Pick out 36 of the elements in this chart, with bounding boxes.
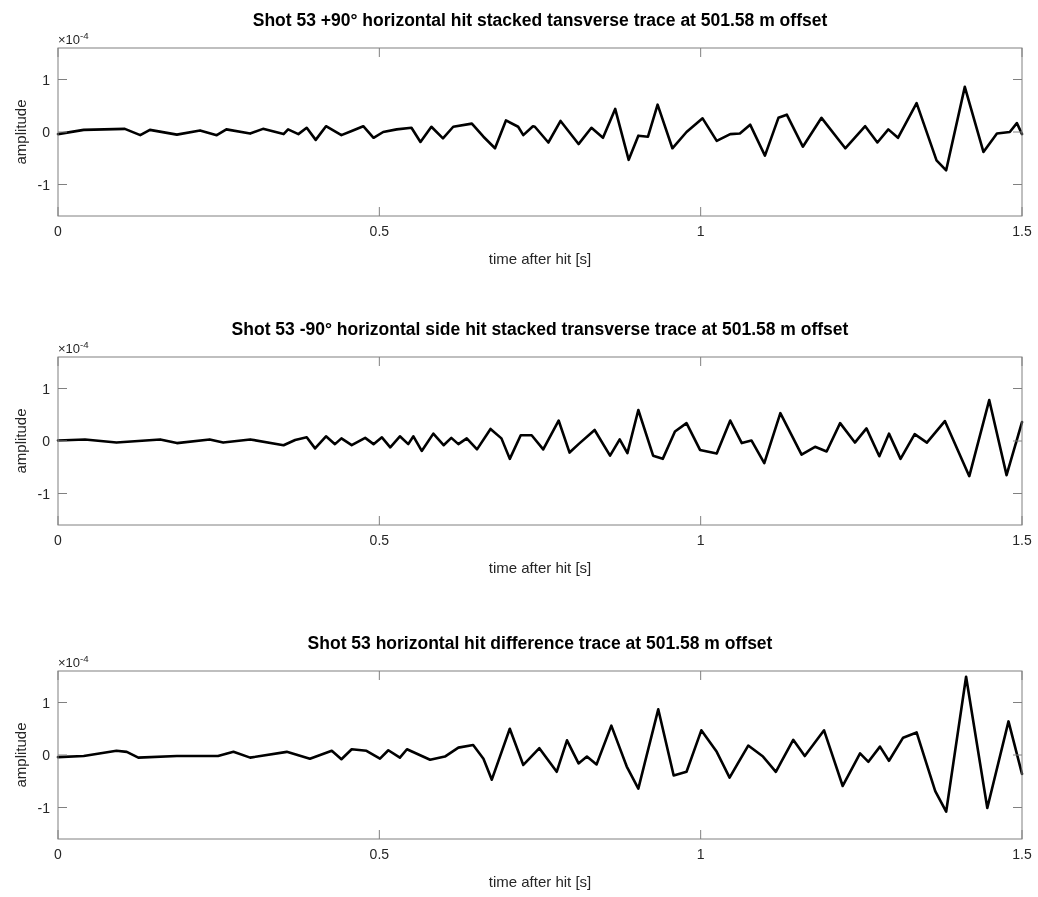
- line-series: [56, 675, 1024, 813]
- x-tick-label: 1: [696, 846, 705, 862]
- y-axis-title: amplitude: [12, 99, 29, 165]
- line-series: [56, 85, 1024, 172]
- x-tick-label: 0: [54, 532, 63, 548]
- line-series: [56, 398, 1024, 478]
- x-tick-label: 1: [696, 532, 705, 548]
- x-tick-label: 0.5: [369, 223, 390, 239]
- y-tick-label: 1: [42, 71, 51, 88]
- y-tick-label: 0: [42, 124, 51, 140]
- x-tick-label: 0.5: [369, 532, 390, 548]
- y-axis-title: amplitude: [12, 408, 29, 474]
- x-tick-label: 1: [696, 223, 705, 239]
- x-axis-title: time after hit [s]: [488, 559, 592, 576]
- chart-title: Shot 53 -90° horizontal side hit stacked transverse trace at 501.58 m offset: [231, 319, 849, 339]
- y-tick-label: -1: [37, 176, 51, 193]
- y-tick-label: 1: [42, 694, 51, 711]
- text: ×10$^{-4}$: [58, 652, 90, 670]
- x-tick-label: 0: [54, 223, 63, 239]
- x-tick-label: 0.5: [369, 846, 390, 862]
- x-tick-label: 1.5: [1012, 846, 1032, 862]
- y-axis-title: amplitude: [12, 722, 29, 788]
- x-axis-title: time after hit [s]: [488, 873, 592, 890]
- y-tick-label: 0: [42, 747, 51, 763]
- chart-title: Shot 53 +90° horizontal hit stacked tansverse trace at 501.58 m offset: [252, 10, 828, 30]
- x-tick-label: 0: [54, 846, 63, 862]
- text: ×10$^{-4}$: [58, 338, 90, 356]
- y-tick-label: -1: [37, 799, 51, 816]
- chart-title: Shot 53 horizontal hit difference trace at 501.58 m offset: [307, 633, 773, 653]
- text: ×10$^{-4}$: [58, 29, 90, 47]
- y-tick-label: 0: [42, 433, 51, 449]
- x-tick-label: 1.5: [1012, 532, 1032, 548]
- x-axis-title: time after hit [s]: [488, 250, 592, 267]
- y-tick-label: -1: [37, 485, 51, 502]
- x-tick-label: 1.5: [1012, 223, 1032, 239]
- y-tick-label: 1: [42, 380, 51, 397]
